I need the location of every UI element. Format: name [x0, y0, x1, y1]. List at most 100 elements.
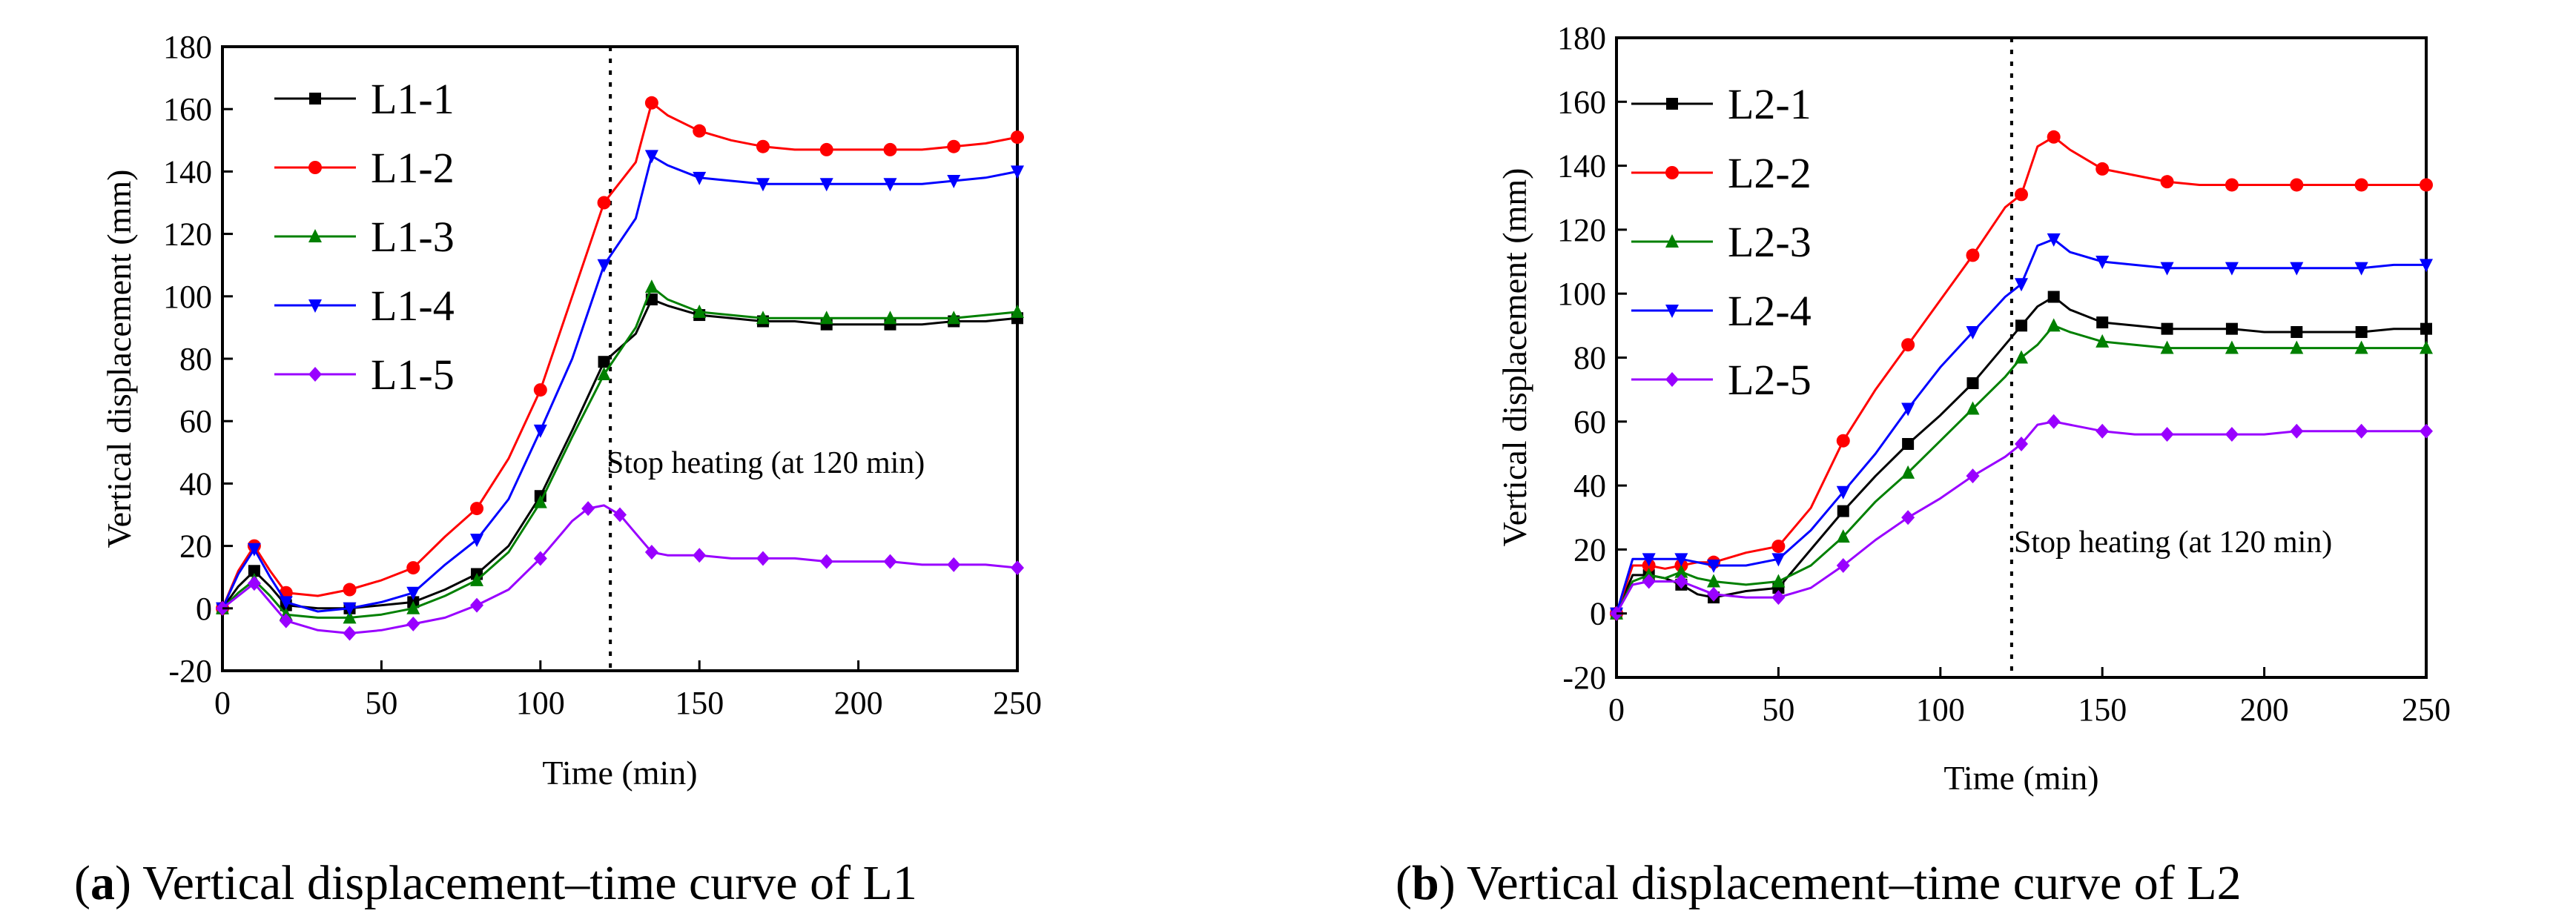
- data-point-l2-4: [2160, 262, 2174, 276]
- y-tick-label: 140: [1557, 148, 1606, 185]
- data-point-l1-2: [343, 583, 357, 597]
- data-point-l2-4: [1771, 553, 1786, 567]
- data-point-l2-1: [1966, 377, 1979, 390]
- data-point-l2-3: [2160, 340, 2174, 354]
- data-point-l1-4: [947, 175, 961, 189]
- data-point-l1-5: [247, 576, 261, 591]
- x-axis-title: Time (min): [1943, 759, 2098, 797]
- data-point-l1-2: [1011, 130, 1024, 145]
- data-point-l1-4: [470, 534, 484, 548]
- y-tick-label: 20: [179, 528, 212, 565]
- data-point-l2-5: [1642, 574, 1656, 589]
- legend-label: L2-2: [1728, 149, 1812, 197]
- data-point-l1-3: [343, 610, 357, 624]
- y-tick-label: 100: [163, 279, 212, 315]
- y-tick-label: 40: [1573, 468, 1606, 504]
- data-point-l2-4: [2225, 262, 2239, 276]
- legend-label: L1-4: [371, 282, 455, 330]
- y-tick-label: 180: [1557, 20, 1606, 56]
- data-point-l2-3: [1674, 564, 1688, 578]
- series-line-l1-4: [221, 154, 1018, 613]
- data-point-l2-1: [2161, 322, 2173, 335]
- data-point-l2-5: [1771, 590, 1786, 606]
- data-point-l2-4: [1966, 325, 1980, 339]
- data-point-l1-2: [533, 383, 547, 397]
- data-point-l1-3: [756, 311, 770, 325]
- data-point-l1-5: [533, 551, 547, 566]
- data-point-l1-4: [279, 596, 293, 610]
- data-point-l1-2: [756, 139, 770, 153]
- legend-marker: [1666, 98, 1678, 110]
- data-point-l2-1: [2225, 322, 2238, 335]
- data-point-l1-4: [883, 178, 897, 192]
- data-point-l2-4: [1674, 553, 1688, 567]
- legend-label: L1-5: [371, 351, 455, 399]
- data-point-l1-5: [470, 597, 484, 613]
- data-point-l2-4: [2420, 259, 2433, 273]
- y-tick-label: 40: [179, 465, 212, 502]
- y-tick-label: 20: [1573, 531, 1606, 568]
- caption-open: (: [74, 856, 90, 910]
- data-point-l2-5: [2096, 423, 2110, 439]
- x-tick-label: 150: [2078, 692, 2127, 728]
- series-line-l2-4: [1615, 238, 2426, 614]
- data-point-l2-3: [2420, 340, 2433, 354]
- y-tick-label: 80: [1573, 340, 1606, 377]
- legend-marker: [1665, 305, 1679, 318]
- y-tick-label: 160: [1557, 84, 1606, 120]
- data-point-l2-2: [2096, 162, 2110, 176]
- legend-marker: [1665, 234, 1679, 248]
- legend-marker: [309, 93, 321, 105]
- x-tick-label: 200: [2240, 692, 2289, 728]
- data-point-l1-4: [819, 178, 833, 192]
- data-point-l2-5: [1836, 557, 1850, 573]
- data-point-l1-3: [883, 311, 897, 325]
- data-point-l1-3: [597, 367, 611, 381]
- data-point-l2-2: [2420, 178, 2433, 192]
- caption: (a) Vertical displacement–time curve of …: [74, 856, 917, 910]
- y-tick-label: 100: [1557, 276, 1606, 312]
- data-point-l2-4: [1707, 559, 1721, 573]
- data-point-l2-3: [2290, 340, 2304, 354]
- data-point-l2-5: [2354, 423, 2368, 439]
- legend-label: L2-4: [1728, 287, 1812, 335]
- series-line-l2-5: [1615, 420, 2426, 614]
- data-point-l1-3: [406, 600, 420, 614]
- series-line-l2-3: [1615, 324, 2426, 614]
- data-point-l1-5: [279, 613, 293, 629]
- data-point-l1-3: [947, 311, 961, 325]
- data-point-l2-4: [2015, 278, 2028, 292]
- data-point-l2-2: [1836, 434, 1850, 448]
- legend-marker: [308, 367, 322, 382]
- data-point-l2-2: [1771, 540, 1786, 554]
- y-tick-label: -20: [168, 653, 212, 689]
- y-tick-label: 180: [163, 29, 212, 65]
- data-point-l2-5: [2015, 437, 2028, 452]
- stop-heating-annotation: Stop heating (at 120 min): [2014, 525, 2332, 560]
- data-point-l1-4: [644, 150, 658, 164]
- data-point-l2-5: [1901, 510, 1915, 525]
- data-point-l1-1: [248, 565, 260, 577]
- data-point-l2-1: [1837, 505, 1849, 517]
- data-point-l2-1: [2355, 325, 2368, 338]
- data-point-l2-2: [2354, 178, 2368, 192]
- data-point-l1-2: [644, 96, 658, 110]
- y-tick-label: 0: [1590, 596, 1606, 632]
- data-point-l1-5: [644, 545, 658, 560]
- y-axis-title: Vertical displacement (mm): [1496, 168, 1533, 547]
- x-tick-label: 50: [1762, 692, 1794, 728]
- x-tick-label: 100: [516, 685, 565, 721]
- data-point-l2-5: [2225, 427, 2239, 442]
- data-point-l1-3: [644, 279, 658, 293]
- y-tick-label: -20: [1562, 660, 1606, 696]
- data-point-l2-5: [2420, 423, 2433, 439]
- y-tick-label: 0: [196, 591, 212, 627]
- data-point-l1-4: [343, 602, 357, 616]
- data-point-l1-3: [1011, 304, 1024, 318]
- data-point-l1-4: [756, 178, 770, 192]
- x-tick-label: 0: [1608, 692, 1625, 728]
- stop-heating-annotation: Stop heating (at 120 min): [607, 446, 925, 480]
- caption-letter: a: [90, 856, 115, 910]
